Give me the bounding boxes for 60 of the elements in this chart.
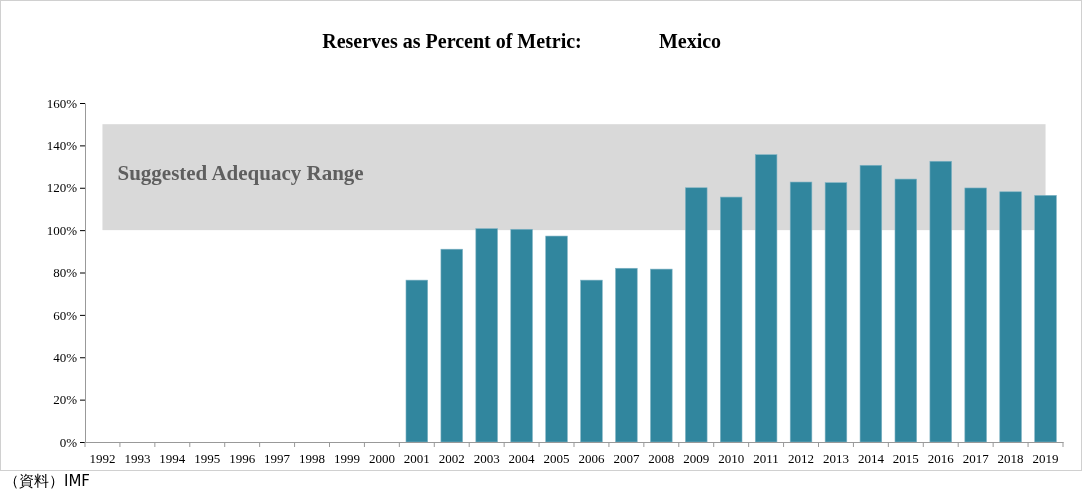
x-tick-label: 2019: [1032, 451, 1059, 467]
x-tick-label: 2004: [508, 451, 536, 467]
y-tick-label: 100%: [46, 222, 78, 238]
x-tick-label: 2014: [857, 451, 885, 467]
x-tick-label: 2015: [892, 451, 919, 467]
bar: [824, 182, 848, 443]
bar: [405, 279, 428, 443]
x-tick-label: 1999: [333, 451, 360, 467]
bar: [859, 164, 883, 443]
x-tick-label: 1994: [159, 451, 186, 467]
x-tick-label: 2001: [403, 451, 430, 467]
y-tick-label: 160%: [46, 95, 78, 111]
y-tick-label: 0%: [59, 434, 78, 450]
x-tick-label: 1992: [89, 451, 116, 467]
bar: [929, 160, 952, 443]
y-tick-label: 40%: [53, 349, 78, 365]
x-tick-label: 2000: [368, 451, 395, 467]
bar: [685, 187, 708, 443]
bar: [510, 228, 533, 443]
bar: [999, 191, 1022, 443]
x-tick-label: 1996: [229, 451, 256, 467]
x-tick-label: 2006: [578, 451, 605, 467]
x-tick-label: 2002: [438, 451, 465, 467]
chart-subtitle: Mexico: [658, 30, 722, 52]
x-tick-label: 2016: [927, 451, 955, 467]
x-tick-label: 2012: [788, 451, 815, 467]
x-tick-label: 2011: [753, 451, 779, 467]
bar: [789, 181, 813, 443]
bar: [545, 235, 568, 443]
x-tick-label: 2003: [473, 451, 500, 467]
bar: [475, 228, 498, 443]
x-tick-label: 1993: [124, 451, 151, 467]
bar: [754, 154, 778, 443]
bar: [964, 187, 987, 443]
y-tick-label: 140%: [46, 138, 78, 154]
y-tick-label: 60%: [53, 307, 78, 323]
bar: [894, 178, 917, 443]
bar: [650, 268, 673, 443]
bar: [615, 267, 638, 443]
x-tick-label: 2017: [962, 451, 990, 467]
x-tick-label: 2013: [822, 451, 849, 467]
x-tick-label: 1998: [299, 451, 326, 467]
x-tick-label: 2018: [997, 451, 1024, 467]
y-tick-label: 120%: [46, 180, 78, 196]
bar: [1034, 195, 1057, 443]
bar: [580, 279, 603, 443]
bar: [720, 196, 743, 443]
chart-title: Reserves as Percent of Metric:: [322, 30, 582, 52]
x-tick-label: 1995: [194, 451, 221, 467]
x-tick-label: 2005: [543, 451, 570, 467]
x-tick-label: 2009: [683, 451, 710, 467]
y-tick-label: 80%: [53, 265, 78, 281]
y-tick-label: 20%: [53, 392, 78, 408]
x-tick-label: 1997: [264, 451, 291, 467]
text: （資料）IMF: [4, 472, 90, 490]
x-tick-label: 2007: [613, 451, 640, 467]
band-label: Suggested Adequacy Range: [117, 161, 364, 186]
bar: [440, 248, 463, 443]
x-tick-label: 2008: [648, 451, 675, 467]
x-tick-label: 2010: [718, 451, 745, 467]
